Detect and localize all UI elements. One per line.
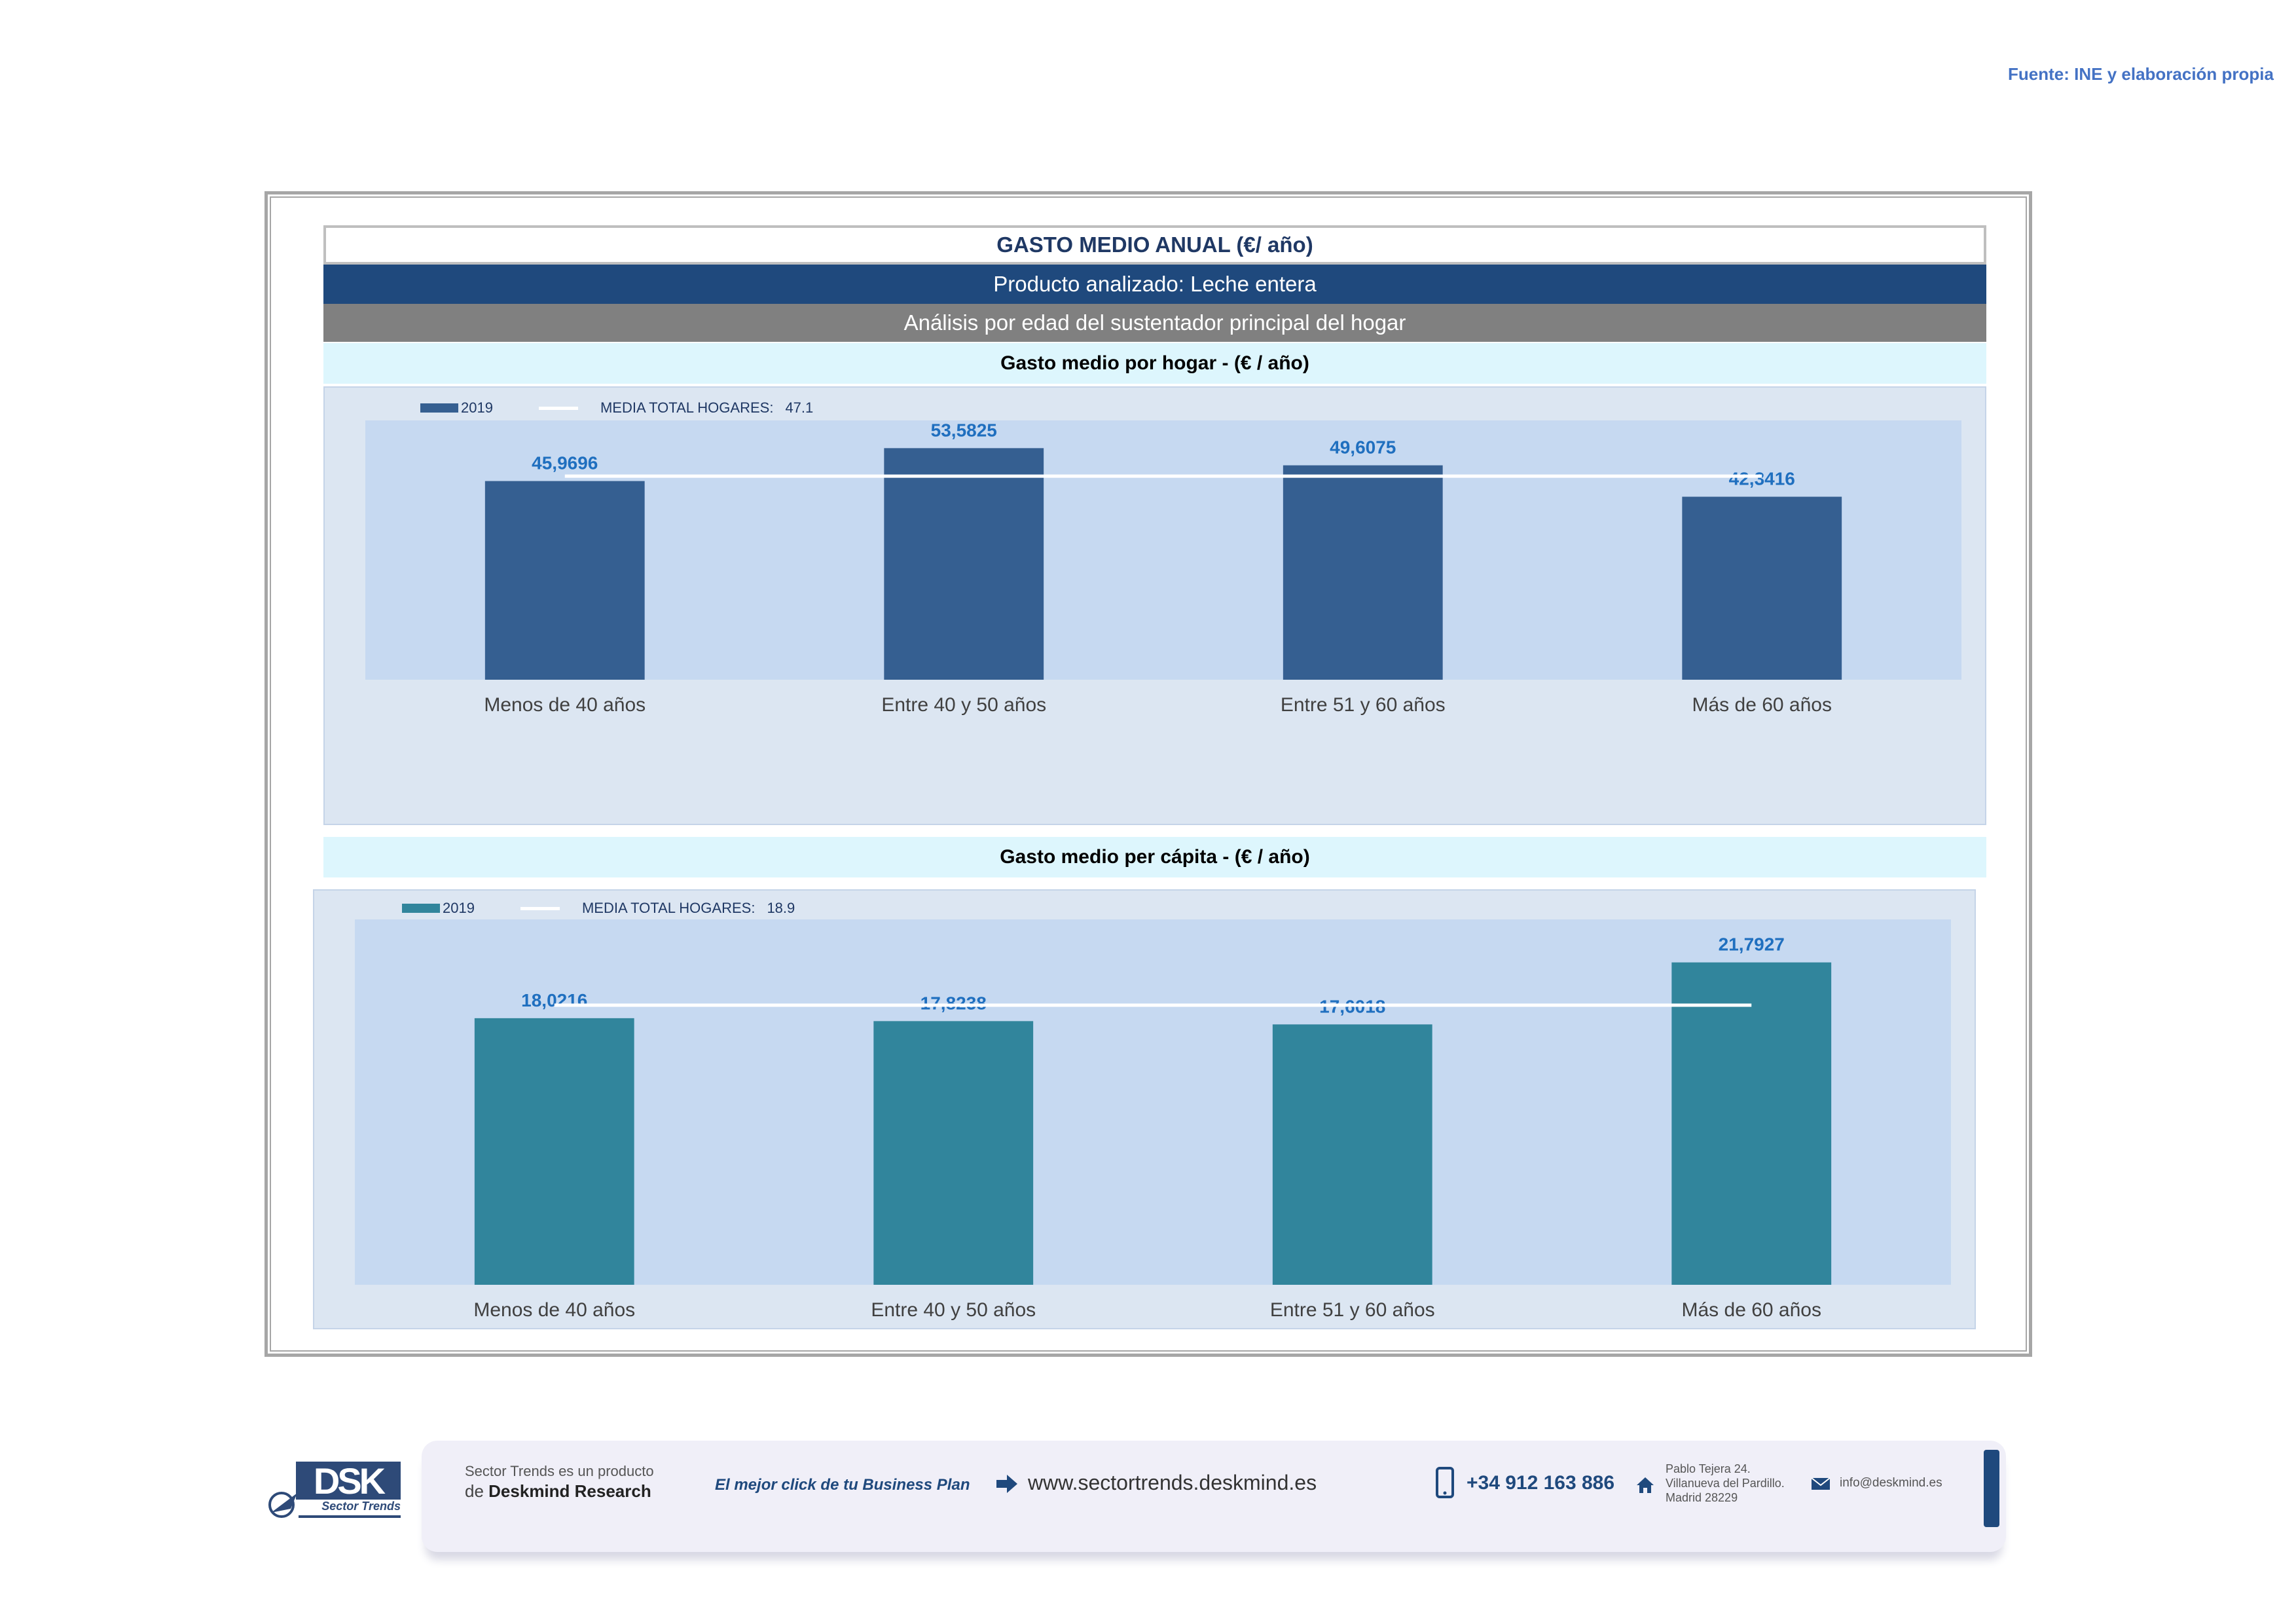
footer-product-prefix: de: [465, 1481, 484, 1501]
report-title: GASTO MEDIO ANUAL (€/ año): [323, 225, 1986, 265]
bar-2: [1283, 465, 1443, 680]
source-note: Fuente: INE y elaboración propia: [2008, 64, 2274, 84]
footer-banner: Sector Trends es un producto de Deskmind…: [422, 1441, 2006, 1552]
footer-address-line3: Madrid 28229: [1666, 1491, 1738, 1504]
percapita-chart-panel: 2019 MEDIA TOTAL HOGARES: 18.9 18,0216 Me…: [313, 889, 1976, 1329]
legend-swatch-2019: [402, 904, 440, 913]
legend-series-label: 2019: [461, 399, 493, 416]
footer-product-line2: de Deskmind Research: [465, 1481, 651, 1502]
footer-email[interactable]: info@deskmind.es: [1840, 1476, 1942, 1490]
bar-1: [884, 448, 1044, 680]
category-label-3: Más de 60 años: [1692, 694, 1832, 716]
report-frame-inner: [270, 196, 2027, 1352]
bar-chart-2: 18,0216 Menos de 40 años 17,8238 Entre 40 y…: [355, 919, 1951, 1321]
data-label-2: 49,6075: [1330, 437, 1396, 458]
phone-icon: [1436, 1467, 1454, 1498]
household-chart-panel: 2019 MEDIA TOTAL HOGARES: 47.1 45,9696 Me…: [323, 386, 1986, 825]
home-icon: [1637, 1477, 1654, 1493]
bar-chart-1: 45,9696 Menos de 40 años 53,5825 Entre 40 y…: [365, 420, 1961, 716]
dsk-logo-subtitle: Sector Trends: [299, 1500, 401, 1518]
legend-mean-label: MEDIA TOTAL HOGARES:: [600, 399, 774, 416]
legend-mean-label: MEDIA TOTAL HOGARES:: [581, 900, 756, 916]
bar-3: [1671, 962, 1832, 1285]
product-banner: Producto analizado: Leche entera: [323, 265, 1986, 304]
arrow-icon: [996, 1475, 1017, 1493]
footer-address: Pablo Tejera 24. Villanueva del Pardillo…: [1666, 1462, 1785, 1505]
footer-brand: Deskmind Research: [488, 1481, 651, 1501]
category-label-2: Entre 51 y 60 años: [1281, 694, 1446, 716]
data-label-1: 53,5825: [931, 420, 997, 440]
percapita-chart-subtitle: Gasto medio per cápita - (€ / año): [323, 837, 1986, 877]
logo-arrow-icon: [268, 1492, 297, 1518]
footer-tagline: El mejor click de tu Business Plan: [715, 1476, 970, 1494]
category-label-0: Menos de 40 años: [473, 1299, 635, 1321]
legend-series-label: 2019: [443, 900, 475, 916]
bar-0: [474, 1018, 634, 1285]
category-label-1: Entre 40 y 50 años: [871, 1299, 1036, 1321]
mail-icon: [1811, 1477, 1831, 1490]
footer-address-line2: Villanueva del Pardillo.: [1666, 1477, 1785, 1490]
data-label-0: 18,0216: [521, 990, 587, 1010]
data-label-3: 42,3416: [1729, 469, 1795, 489]
legend-mean-line: [538, 406, 578, 410]
category-label-0: Menos de 40 años: [484, 694, 646, 716]
footer-address-line1: Pablo Tejera 24.: [1666, 1462, 1751, 1475]
dsk-logo: DSK: [296, 1460, 401, 1502]
footer-phone[interactable]: +34 912 163 886: [1467, 1472, 1615, 1494]
bar-2: [1272, 1024, 1432, 1285]
footer-product-line1: Sector Trends es un producto: [465, 1463, 654, 1479]
legend-mean-value: 18.9: [767, 900, 795, 916]
legend-mean-line: [520, 906, 560, 910]
legend-swatch-2019: [420, 403, 458, 413]
footer-accent-bar: [1984, 1450, 1999, 1527]
percapita-legend: 2019 MEDIA TOTAL HOGARES: 18.9: [402, 900, 795, 917]
category-label-2: Entre 51 y 60 años: [1270, 1299, 1435, 1321]
data-label-3: 21,7927: [1719, 934, 1785, 955]
footer-website[interactable]: www.sectortrends.deskmind.es: [1028, 1471, 1317, 1494]
household-legend: 2019 MEDIA TOTAL HOGARES: 47.1: [420, 399, 813, 416]
legend-mean-value: 47.1: [785, 399, 814, 416]
bar-0: [484, 481, 645, 680]
data-label-0: 45,9696: [532, 453, 598, 473]
bar-3: [1682, 496, 1842, 680]
bar-1: [873, 1021, 1034, 1285]
household-chart-subtitle: Gasto medio por hogar - (€ / año): [323, 343, 1986, 384]
category-label-3: Más de 60 años: [1682, 1299, 1821, 1321]
category-label-1: Entre 40 y 50 años: [881, 694, 1046, 716]
analysis-banner: Análisis por edad del sustentador princi…: [323, 304, 1986, 342]
data-label-1: 17,8238: [920, 993, 987, 1013]
